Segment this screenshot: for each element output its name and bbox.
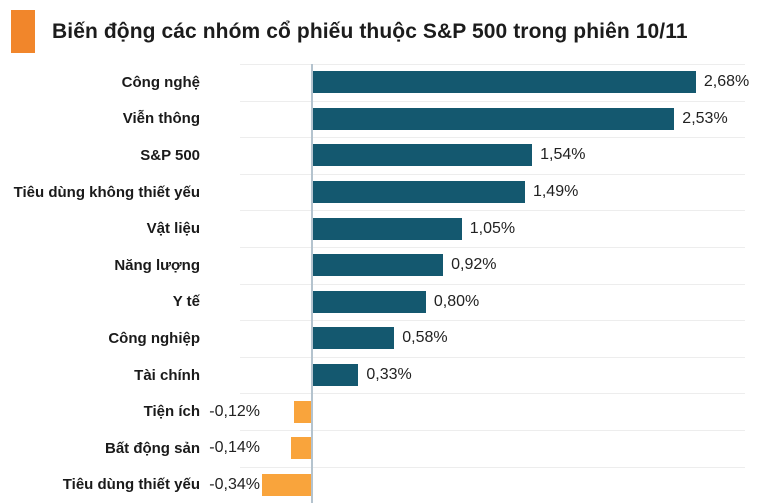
category-label: Tiêu dùng không thiết yếu	[13, 183, 200, 201]
positive-bar	[311, 181, 525, 204]
value-label: -0,34%	[209, 475, 260, 493]
gridline	[240, 64, 745, 65]
gridline	[240, 210, 745, 212]
value-label: 1,05%	[469, 219, 516, 237]
category-label: Tiêu dùng thiết yếu	[62, 476, 200, 494]
negative-bar	[293, 400, 311, 423]
value-label: 0,58%	[402, 329, 448, 347]
chart-row: Tiêu dùng không thiết yếu 1,49%	[0, 174, 768, 211]
category-label: S&P 500	[140, 146, 200, 164]
positive-bar	[311, 364, 359, 387]
chart-row: Tài chính 0,33%	[0, 357, 768, 394]
gridline	[240, 356, 745, 358]
category-label: Năng lượng	[114, 256, 200, 274]
value-label: -0,14%	[209, 439, 260, 457]
chart-row: Bất động sản -0,14%	[0, 430, 768, 467]
positive-bar	[311, 327, 395, 350]
chart-row: Vật liệu 1,05%	[0, 210, 768, 247]
value-label: 2,53%	[682, 109, 728, 127]
chart-row: Y tế 0,80%	[0, 284, 768, 321]
gridline	[240, 137, 745, 139]
gridline	[240, 430, 745, 431]
positive-bar	[311, 144, 533, 167]
value-label: 0,33%	[366, 366, 412, 384]
category-label: Tiện ích	[143, 403, 200, 421]
value-label: -0,12%	[209, 402, 260, 420]
category-label: Viễn thông	[122, 110, 200, 128]
chart-row: Công nghệ 2,68%	[0, 64, 768, 101]
negative-bar	[290, 437, 311, 460]
gridline	[240, 320, 745, 322]
chart-row: Tiêu dùng thiết yếu -0,34%	[0, 467, 768, 503]
category-label: Công nghệ	[121, 73, 200, 91]
chart-row: Năng lượng 0,92%	[0, 247, 768, 284]
gridline	[240, 466, 745, 468]
gridline	[240, 393, 745, 395]
value-label: 1,49%	[532, 183, 579, 201]
value-label: 0,80%	[433, 292, 480, 310]
positive-bar	[311, 217, 462, 240]
chart-row: Viễn thông 2,53%	[0, 101, 768, 138]
gridline	[240, 247, 745, 248]
category-label: Vật liệu	[146, 220, 200, 238]
title-accent-bar	[11, 10, 35, 53]
category-label: Bất động sản	[104, 439, 200, 457]
negative-bar	[262, 473, 311, 496]
chart-row: S&P 500 1,54%	[0, 137, 768, 174]
value-label: 1,54%	[540, 146, 586, 164]
category-label: Công nghiệp	[108, 329, 200, 347]
value-label: 2,68%	[703, 73, 750, 91]
value-label: 0,92%	[451, 256, 497, 274]
positive-bar	[311, 71, 696, 94]
chart-row: Công nghiệp 0,58%	[0, 320, 768, 357]
chart-title: Biến động các nhóm cổ phiếu thuộc S&P 50…	[52, 19, 688, 43]
category-label: Y tế	[172, 293, 200, 311]
positive-bar	[311, 290, 426, 313]
zero-axis-line	[311, 64, 313, 503]
category-label: Tài chính	[134, 366, 200, 384]
gridline	[240, 173, 745, 175]
chart-row: Tiện ích -0,12%	[0, 393, 768, 430]
positive-bar	[311, 254, 444, 277]
gridline	[240, 283, 745, 285]
gridline	[240, 100, 745, 102]
positive-bar	[311, 107, 675, 130]
